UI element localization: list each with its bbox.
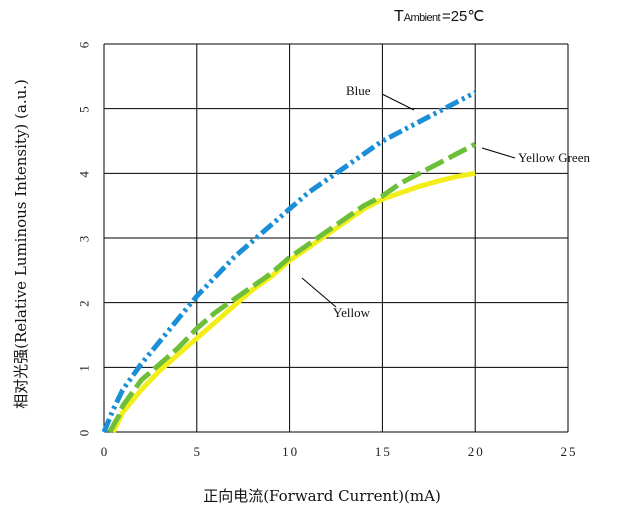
series-line-yellow-green <box>107 141 477 434</box>
x-axis-title: 正向电流(Forward Current)(mA) <box>203 487 441 505</box>
series-labels: Blue Yellow Green Yellow <box>333 83 590 320</box>
series-leaders <box>301 93 516 308</box>
y-tick-5: 5 <box>77 104 92 113</box>
y-tick-3: 3 <box>77 234 92 243</box>
y-tick-2: 2 <box>77 298 92 307</box>
x-tick-1: 5 <box>194 444 203 459</box>
x-tick-0: 0 <box>101 444 110 459</box>
x-tick-labels: 0 5 10 15 20 25 <box>101 444 578 459</box>
y-tick-labels: 0 1 2 3 4 5 6 <box>77 40 92 437</box>
y-tick-1: 1 <box>77 363 92 372</box>
x-tick-3: 15 <box>375 444 392 459</box>
ambient-annotation: TAmbient =25℃ <box>394 8 484 25</box>
y-tick-0: 0 <box>77 428 92 437</box>
series-leader-yellow <box>301 277 337 308</box>
ambient-prefix: T <box>394 8 404 25</box>
series-label-yellow-green: Yellow Green <box>518 150 590 165</box>
x-tick-4: 20 <box>468 444 485 459</box>
ambient-subscript: Ambient <box>404 12 441 24</box>
series-layer <box>101 90 477 434</box>
series-leader-blue <box>381 93 415 111</box>
y-tick-6: 6 <box>77 40 92 49</box>
y-tick-4: 4 <box>77 169 92 178</box>
series-leader-yellow-green <box>481 147 516 159</box>
series-label-yellow: Yellow <box>333 305 371 320</box>
ambient-value: =25℃ <box>442 8 484 25</box>
grid <box>103 43 569 433</box>
series-label-blue: Blue <box>346 83 371 98</box>
x-tick-5: 25 <box>561 444 578 459</box>
y-axis-title: 相对光强(Relative Luminous Intensity) (a.u.) <box>12 79 30 409</box>
x-tick-2: 10 <box>282 444 299 459</box>
